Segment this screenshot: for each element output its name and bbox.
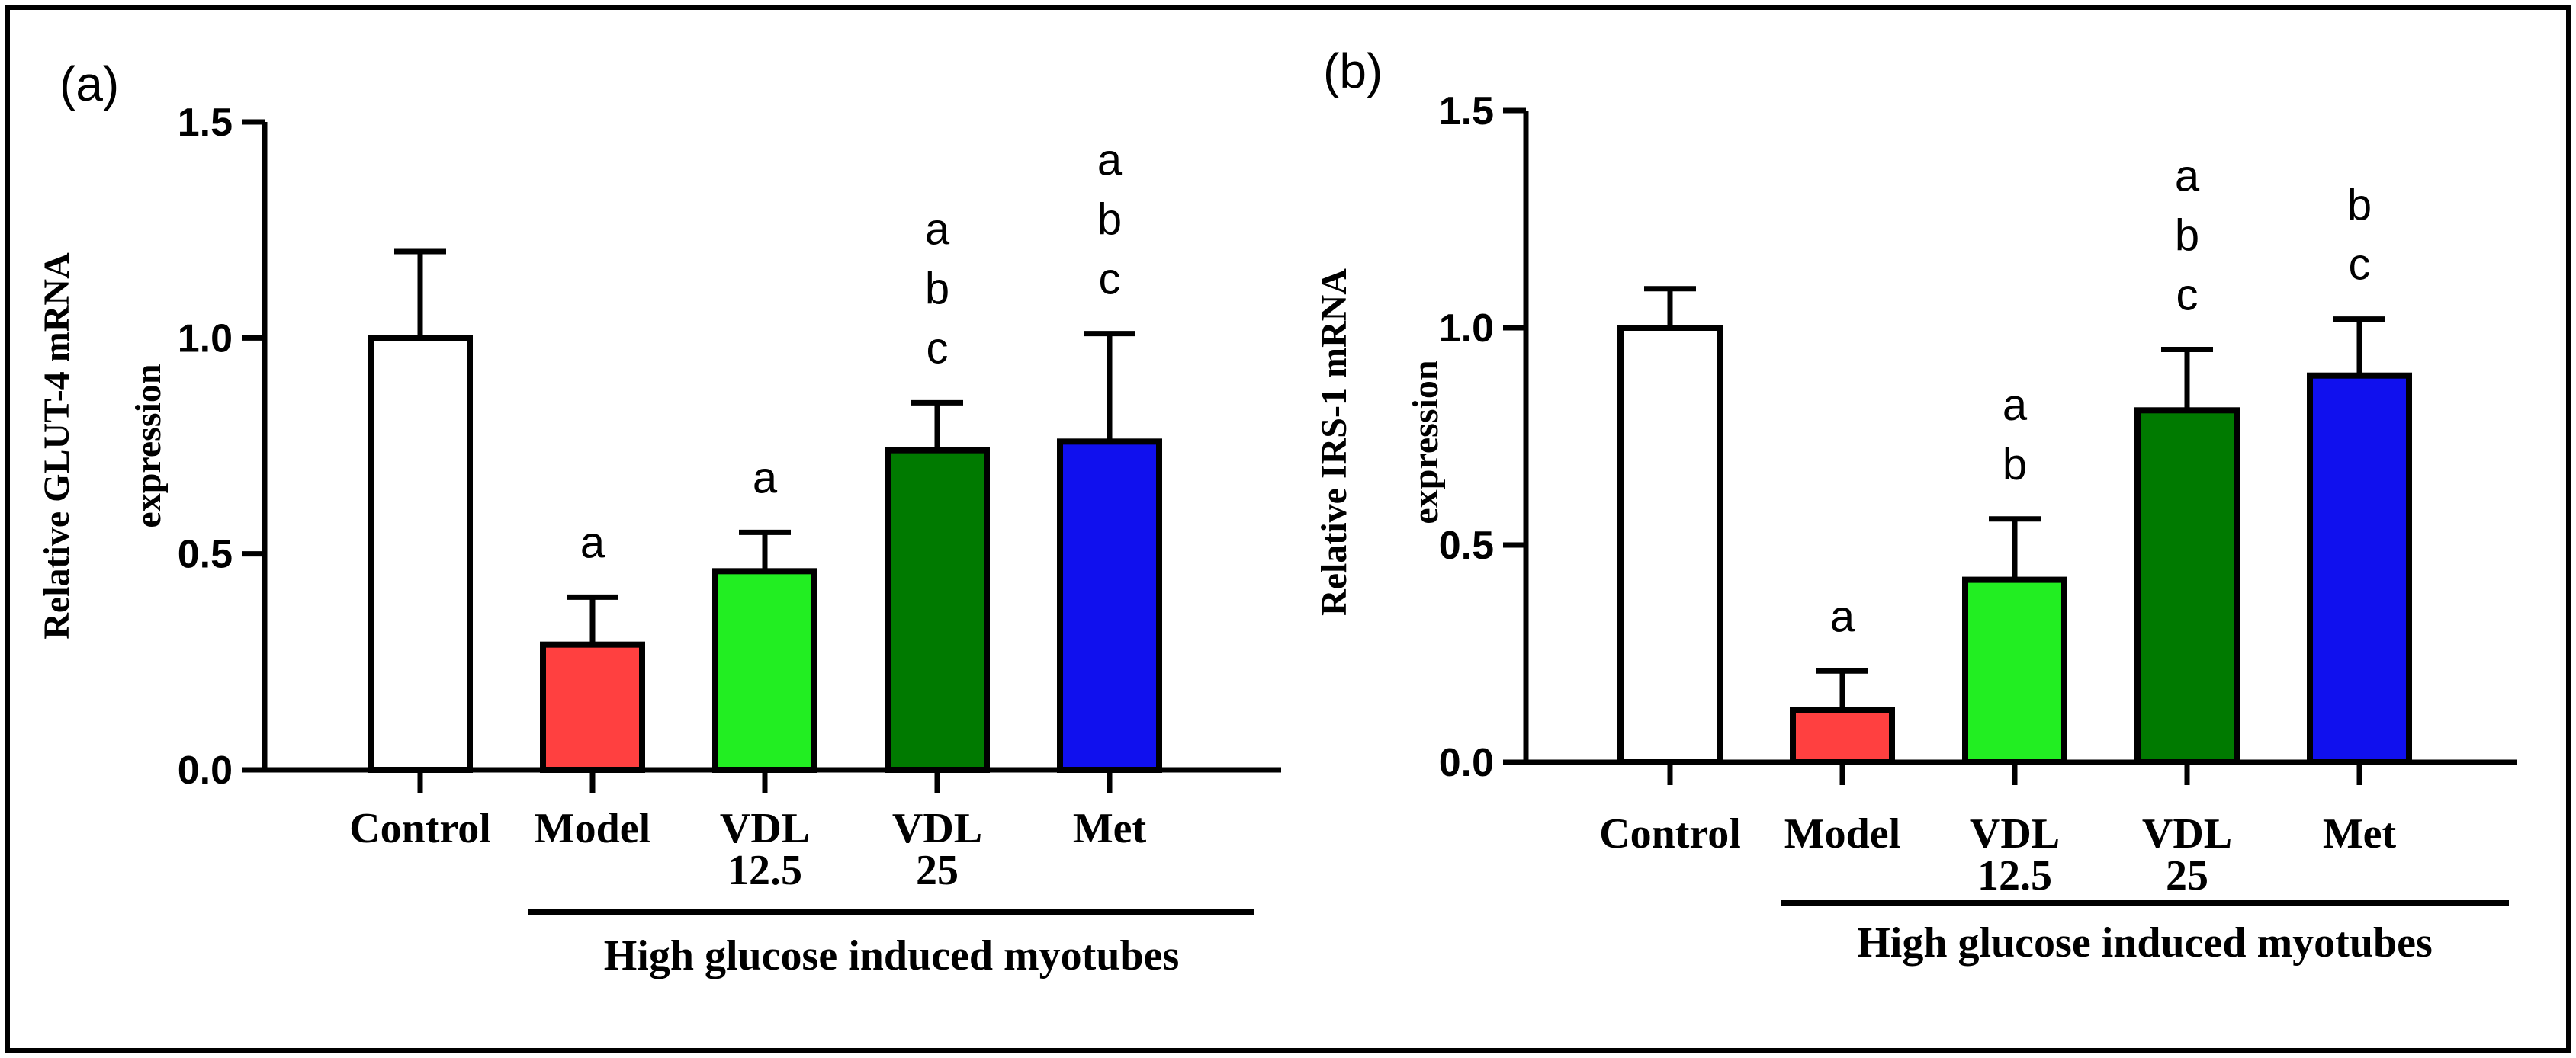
bar: [1962, 576, 2067, 765]
x-tick-label: 25: [2166, 852, 2208, 899]
significance-letter: c: [1099, 255, 1121, 304]
y-axis-label: Relative GLUT-4 mRNA: [37, 252, 77, 640]
panel-label: (a): [59, 56, 119, 111]
y-tick-label: 1.0: [178, 316, 233, 361]
x-tick-label: VDL: [2142, 810, 2232, 858]
significance-letter: a: [580, 518, 605, 567]
x-tick-label: VDL: [720, 805, 810, 852]
panel-a: (a) 0.0 0.5 1.0 1.5 Relative GLUT-4 mRNA expre…: [37, 56, 1281, 979]
bar: [2134, 407, 2240, 765]
significance-letter: a: [2003, 380, 2028, 430]
bar: [885, 447, 990, 774]
panel-b: (b) 0.0 0.5 1.0 1.5 Relative IRS-1 mRNA expres…: [1314, 43, 2517, 967]
y-tick-label: 0.0: [1439, 741, 1494, 785]
y-tick-label: 1.0: [1439, 306, 1494, 351]
y-axis-label: expression: [128, 364, 169, 527]
x-tick-label: 25: [916, 847, 959, 894]
x-tick-label: VDL: [892, 805, 982, 852]
significance-letter: b: [1097, 195, 1122, 245]
group-label: High glucose induced myotubes: [604, 932, 1180, 979]
x-tick-label: Control: [349, 805, 491, 852]
x-tick-label: 12.5: [1977, 852, 2052, 899]
significance-letter: c: [927, 323, 949, 373]
x-tick-label: Met: [2323, 810, 2397, 858]
significance-letter: a: [1830, 592, 1855, 641]
significance-letter: c: [2176, 271, 2199, 320]
y-tick-label: 0.0: [178, 749, 233, 793]
significance-letter: b: [925, 264, 949, 313]
significance-letter: c: [2349, 240, 2371, 290]
group-label: High glucose induced myotubes: [1857, 919, 2433, 967]
significance-letter: a: [2175, 152, 2200, 201]
bar: [1617, 325, 1723, 765]
y-axis-label: Relative IRS-1 mRNA: [1314, 268, 1354, 616]
y-axis-label: expression: [1405, 360, 1446, 524]
y-tick-label: 0.5: [1439, 524, 1494, 568]
significance-letter: b: [2003, 440, 2027, 489]
y-tick-label: 1.5: [178, 101, 233, 145]
x-tick-label: 12.5: [728, 847, 802, 894]
y-tick-label: 0.5: [178, 533, 233, 577]
significance-letter: a: [1097, 136, 1123, 185]
bar: [2307, 372, 2412, 765]
significance-letter: a: [925, 204, 950, 254]
x-tick-label: VDL: [1970, 810, 2060, 858]
panel-label: (b): [1323, 43, 1383, 98]
y-tick-label: 1.5: [1439, 89, 1494, 133]
significance-letter: b: [2175, 211, 2199, 261]
x-tick-label: Met: [1073, 805, 1147, 852]
bar: [1057, 438, 1162, 773]
x-tick-label: Model: [535, 805, 650, 852]
bar: [368, 335, 473, 774]
x-tick-label: Model: [1784, 810, 1900, 858]
bar: [1790, 707, 1895, 765]
bar: [540, 641, 645, 774]
bar: [712, 568, 817, 773]
x-tick-label: Control: [1599, 810, 1741, 858]
significance-letter: b: [2347, 181, 2372, 230]
significance-letter: a: [753, 453, 778, 502]
